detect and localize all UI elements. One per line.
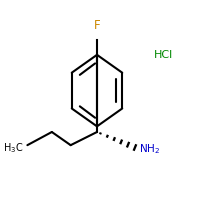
Text: F: F	[94, 19, 100, 32]
Text: HCl: HCl	[153, 50, 173, 60]
Text: H$_3$C: H$_3$C	[3, 141, 24, 155]
Text: NH$_2$: NH$_2$	[139, 142, 160, 156]
